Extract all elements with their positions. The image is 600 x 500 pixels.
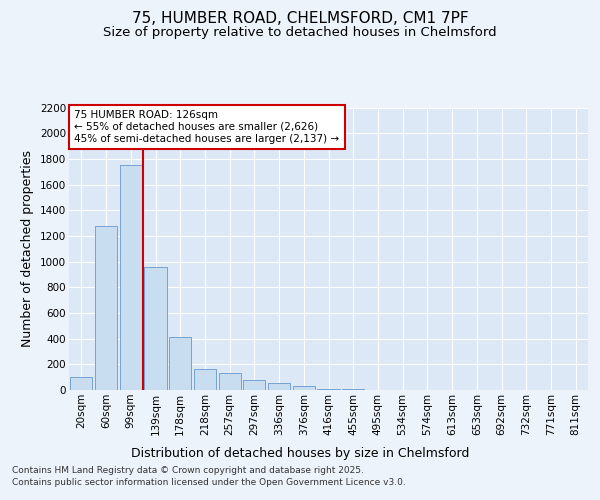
- Bar: [317, 388, 340, 390]
- Bar: [268, 383, 290, 390]
- Bar: [243, 380, 265, 390]
- Text: Distribution of detached houses by size in Chelmsford: Distribution of detached houses by size …: [131, 448, 469, 460]
- Bar: [70, 377, 92, 390]
- Bar: [119, 166, 142, 390]
- Y-axis label: Number of detached properties: Number of detached properties: [22, 150, 34, 348]
- Bar: [169, 336, 191, 390]
- Bar: [95, 226, 117, 390]
- Bar: [218, 374, 241, 390]
- Text: Size of property relative to detached houses in Chelmsford: Size of property relative to detached ho…: [103, 26, 497, 39]
- Text: 75 HUMBER ROAD: 126sqm
← 55% of detached houses are smaller (2,626)
45% of semi-: 75 HUMBER ROAD: 126sqm ← 55% of detached…: [74, 110, 340, 144]
- Bar: [194, 370, 216, 390]
- Text: Contains HM Land Registry data © Crown copyright and database right 2025.
Contai: Contains HM Land Registry data © Crown c…: [12, 466, 406, 487]
- Bar: [293, 386, 315, 390]
- Text: 75, HUMBER ROAD, CHELMSFORD, CM1 7PF: 75, HUMBER ROAD, CHELMSFORD, CM1 7PF: [131, 11, 469, 26]
- Bar: [145, 266, 167, 390]
